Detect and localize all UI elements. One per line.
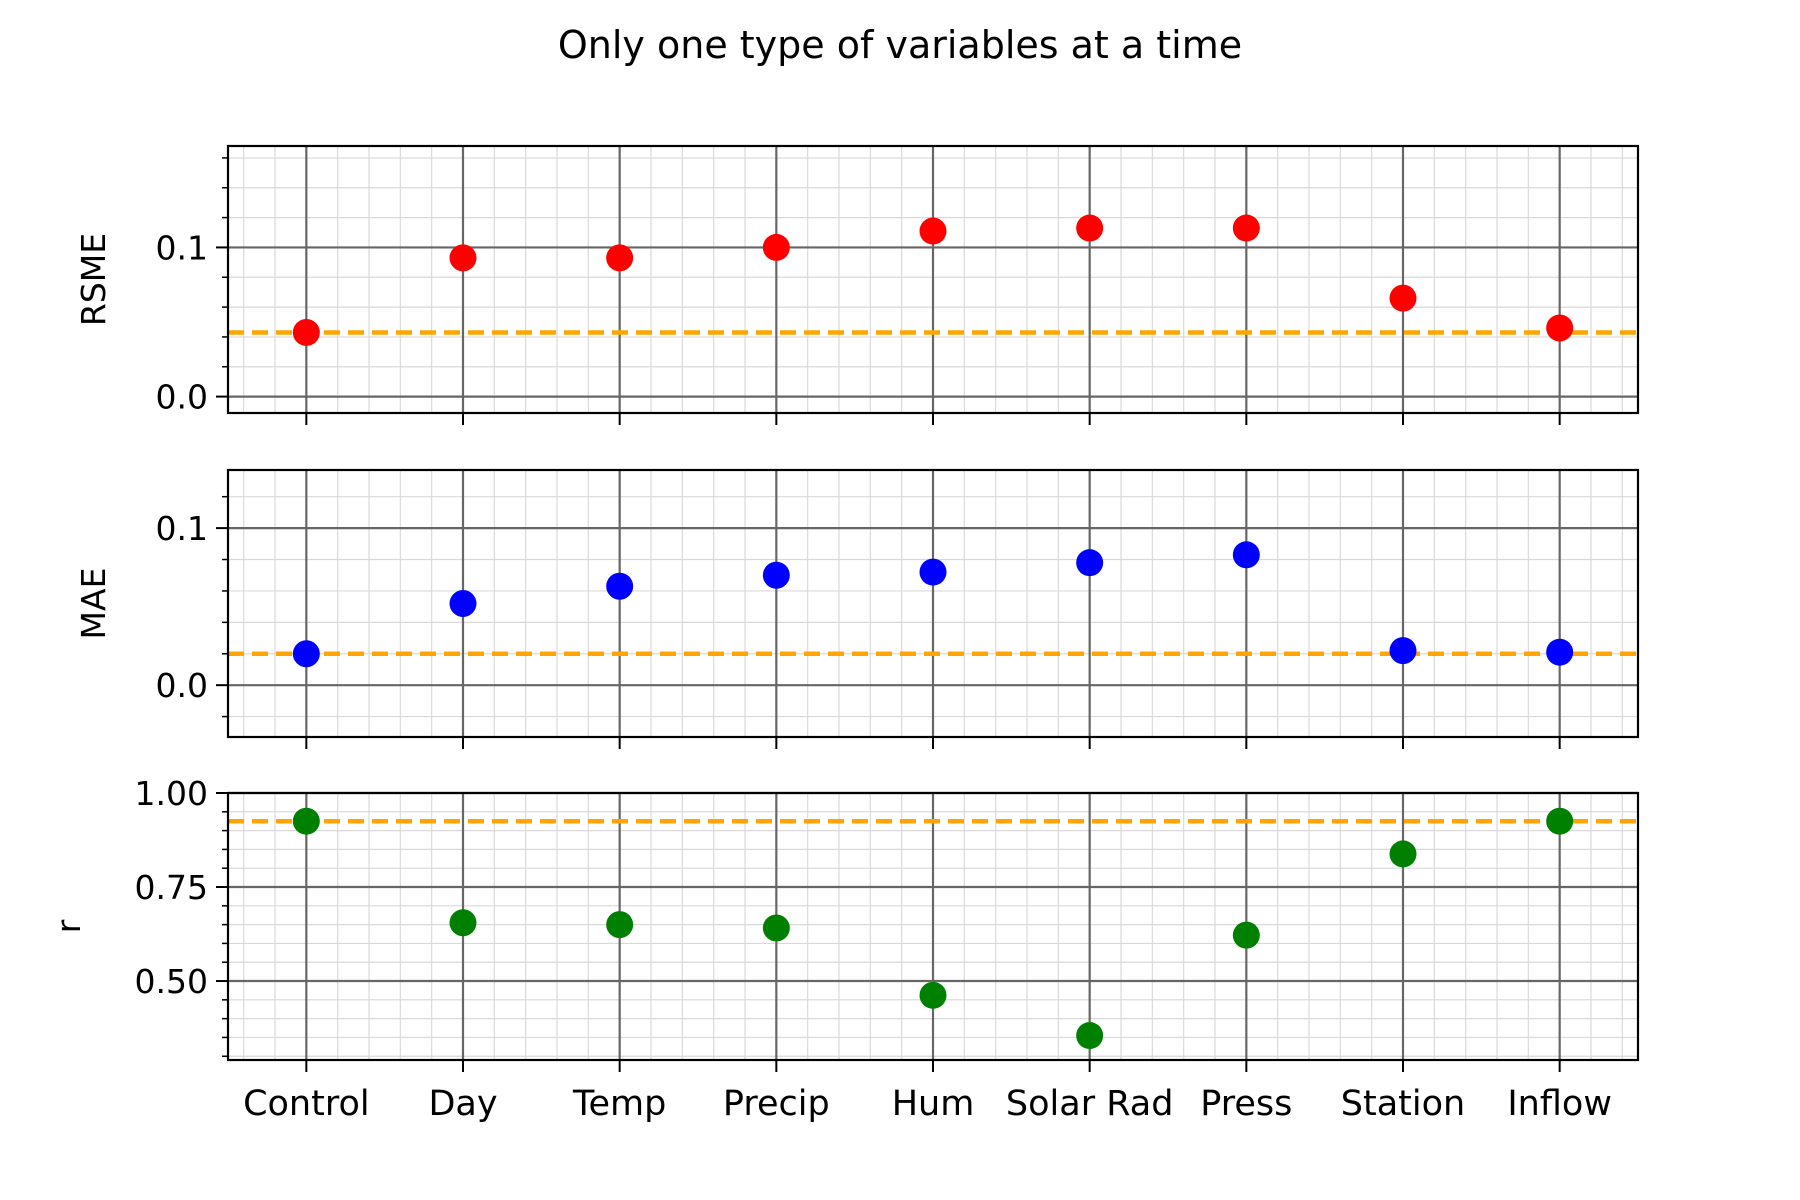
x-tick-label: Temp [572,1084,666,1124]
y-tick-label: 0.0 [156,378,208,417]
data-point-press [1232,214,1260,242]
data-point-press [1232,921,1260,949]
data-point-control [292,318,320,346]
data-point-solar-rad [1076,1022,1104,1050]
y-tick-label: 0.0 [156,666,208,705]
x-tick-label: Inflow [1507,1084,1612,1124]
x-tick-label: Solar Rad [1006,1084,1174,1124]
data-point-day [449,244,477,272]
data-point-day [449,909,477,937]
x-tick-label: Station [1341,1084,1465,1124]
data-point-hum [919,981,947,1009]
y-tick-label: 0.1 [156,509,208,548]
axes-frame [226,468,1640,739]
subplots: 0.0 0.1 RSME 0.0 0.1 MAE 0.50 0.75 1.00 r [49,144,1640,1072]
data-point-temp [606,572,634,600]
y-tick-label: 0.1 [156,228,208,267]
data-point-inflow [1546,314,1574,342]
data-point-solar-rad [1076,214,1104,242]
data-point-control [292,640,320,668]
data-point-station [1389,840,1417,868]
data-point-inflow [1546,638,1574,666]
y-axis-label: RSME [74,233,113,326]
data-point-hum [919,558,947,586]
data-point-press [1232,541,1260,569]
subplot-rsme: 0.0 0.1 RSME [74,144,1640,425]
data-point-precip [762,561,790,589]
data-point-station [1389,284,1417,312]
data-point-inflow [1546,807,1574,835]
chart-title: Only one type of variables at a time [558,23,1242,67]
y-axis-label: MAE [74,568,113,640]
y-tick-label: 1.00 [135,774,208,813]
axes-frame [226,144,1640,415]
data-point-solar-rad [1076,549,1104,577]
x-tick-labels: Control Day Temp Precip Hum Solar Rad Press Sta… [243,1084,1612,1124]
data-point-temp [606,911,634,939]
x-tick-label: Precip [723,1084,830,1124]
x-tick-label: Day [428,1084,497,1124]
y-tick-label: 0.50 [135,962,208,1001]
data-point-control [292,807,320,835]
data-point-temp [606,244,634,272]
data-point-hum [919,217,947,245]
x-tick-label: Press [1200,1084,1292,1124]
y-tick-label: 0.75 [135,868,208,907]
x-tick-label: Hum [892,1084,975,1124]
data-point-day [449,590,477,617]
data-point-station [1389,637,1417,665]
subplot-mae: 0.0 0.1 MAE [74,468,1640,749]
x-tick-label: Control [243,1084,370,1124]
subplot-r: 0.50 0.75 1.00 r [49,774,1640,1072]
data-point-precip [762,914,790,942]
y-axis-label: r [49,919,88,933]
axes-frame [226,791,1640,1062]
data-point-precip [762,233,790,261]
